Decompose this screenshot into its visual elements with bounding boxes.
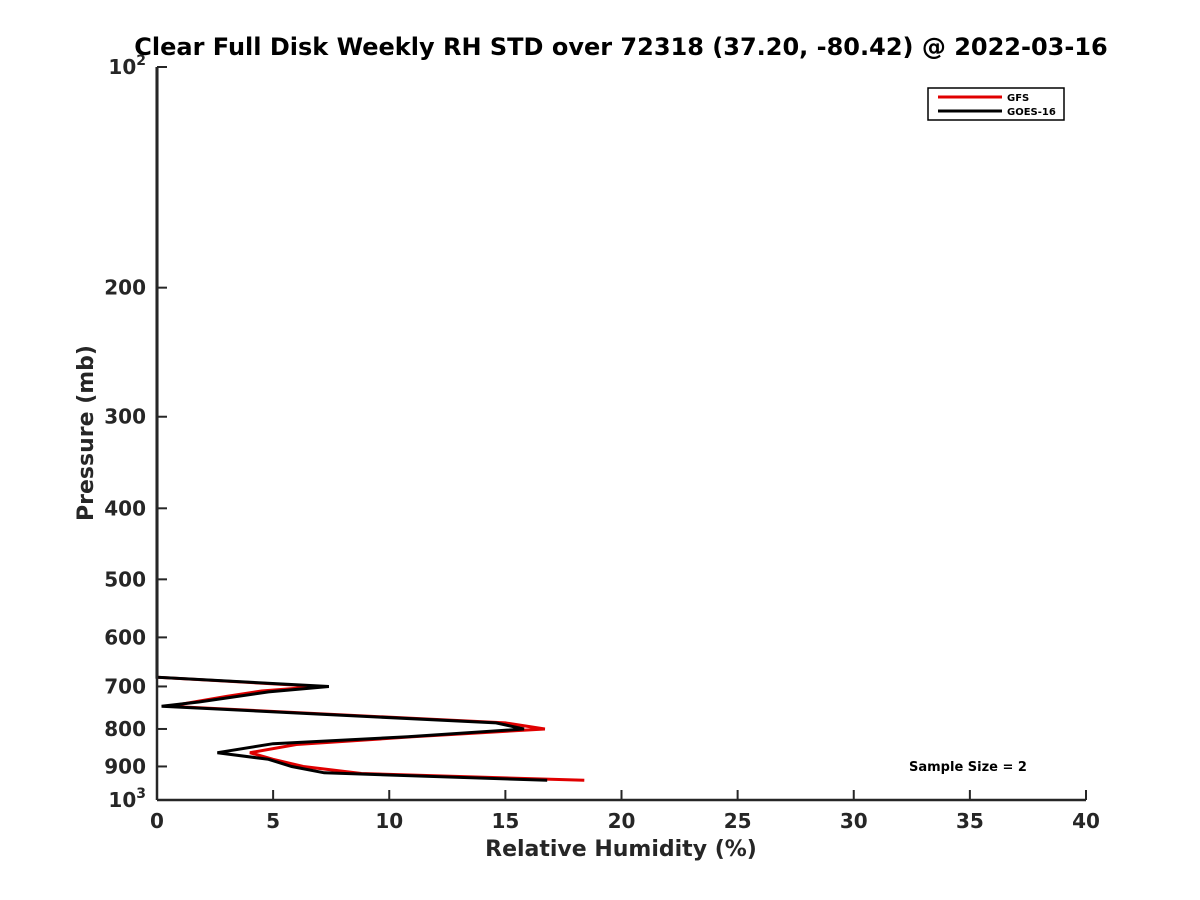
y-tick-label: 200 xyxy=(104,276,146,300)
y-tick-label: 300 xyxy=(104,405,146,429)
series-line-gfs xyxy=(155,67,585,782)
y-tick-label: 800 xyxy=(104,717,146,741)
y-tick-label: 500 xyxy=(104,567,146,591)
x-tick-label: 0 xyxy=(150,809,164,833)
x-tick-label: 30 xyxy=(840,809,868,833)
y-tick-label: 103 xyxy=(108,786,146,812)
x-tick-label: 10 xyxy=(375,809,403,833)
legend: GFS GOES-16 xyxy=(927,87,1065,121)
legend-box xyxy=(927,87,1065,121)
y-tick-label: 400 xyxy=(104,496,146,520)
y-tick-label: 102 xyxy=(108,53,146,79)
y-tick-label: 900 xyxy=(104,754,146,778)
axes: 0 5 10 15 20 25 30 35 40 102 200 300 400 500 600 700 800… xyxy=(104,53,1100,833)
x-tick-label: 15 xyxy=(491,809,519,833)
x-axis-label: Relative Humidity (%) xyxy=(485,837,757,862)
series-lines xyxy=(155,67,585,782)
x-tick-label: 25 xyxy=(724,809,752,833)
x-tick-label: 35 xyxy=(956,809,984,833)
x-tick-label: 5 xyxy=(266,809,280,833)
y-axis-label: Pressure (mb) xyxy=(74,345,99,521)
y-tick-label: 700 xyxy=(104,674,146,698)
sample-size-annotation: Sample Size = 2 xyxy=(909,760,1027,775)
legend-label: GFS xyxy=(1007,93,1029,104)
legend-label: GOES-16 xyxy=(1007,107,1056,118)
series-line-goes-16 xyxy=(155,67,548,782)
chart-title: Clear Full Disk Weekly RH STD over 72318… xyxy=(134,33,1107,61)
x-tick-label: 20 xyxy=(608,809,636,833)
x-tick-label: 40 xyxy=(1072,809,1100,833)
y-tick-label: 600 xyxy=(104,625,146,649)
